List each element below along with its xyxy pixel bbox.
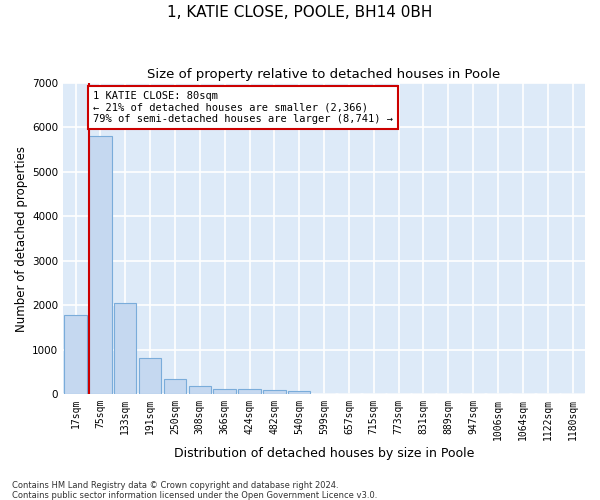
- Bar: [139, 358, 161, 394]
- Bar: [214, 388, 236, 394]
- Bar: [64, 315, 87, 394]
- Text: Contains public sector information licensed under the Open Government Licence v3: Contains public sector information licen…: [12, 490, 377, 500]
- Text: Contains HM Land Registry data © Crown copyright and database right 2024.: Contains HM Land Registry data © Crown c…: [12, 480, 338, 490]
- Bar: [263, 390, 286, 394]
- Bar: [188, 386, 211, 394]
- Text: 1 KATIE CLOSE: 80sqm
← 21% of detached houses are smaller (2,366)
79% of semi-de: 1 KATIE CLOSE: 80sqm ← 21% of detached h…: [93, 91, 393, 124]
- Bar: [288, 391, 310, 394]
- Bar: [164, 379, 186, 394]
- Text: 1, KATIE CLOSE, POOLE, BH14 0BH: 1, KATIE CLOSE, POOLE, BH14 0BH: [167, 5, 433, 20]
- Title: Size of property relative to detached houses in Poole: Size of property relative to detached ho…: [148, 68, 501, 80]
- Bar: [238, 390, 261, 394]
- Bar: [114, 302, 136, 394]
- Y-axis label: Number of detached properties: Number of detached properties: [15, 146, 28, 332]
- X-axis label: Distribution of detached houses by size in Poole: Distribution of detached houses by size …: [174, 447, 474, 460]
- Bar: [89, 136, 112, 394]
